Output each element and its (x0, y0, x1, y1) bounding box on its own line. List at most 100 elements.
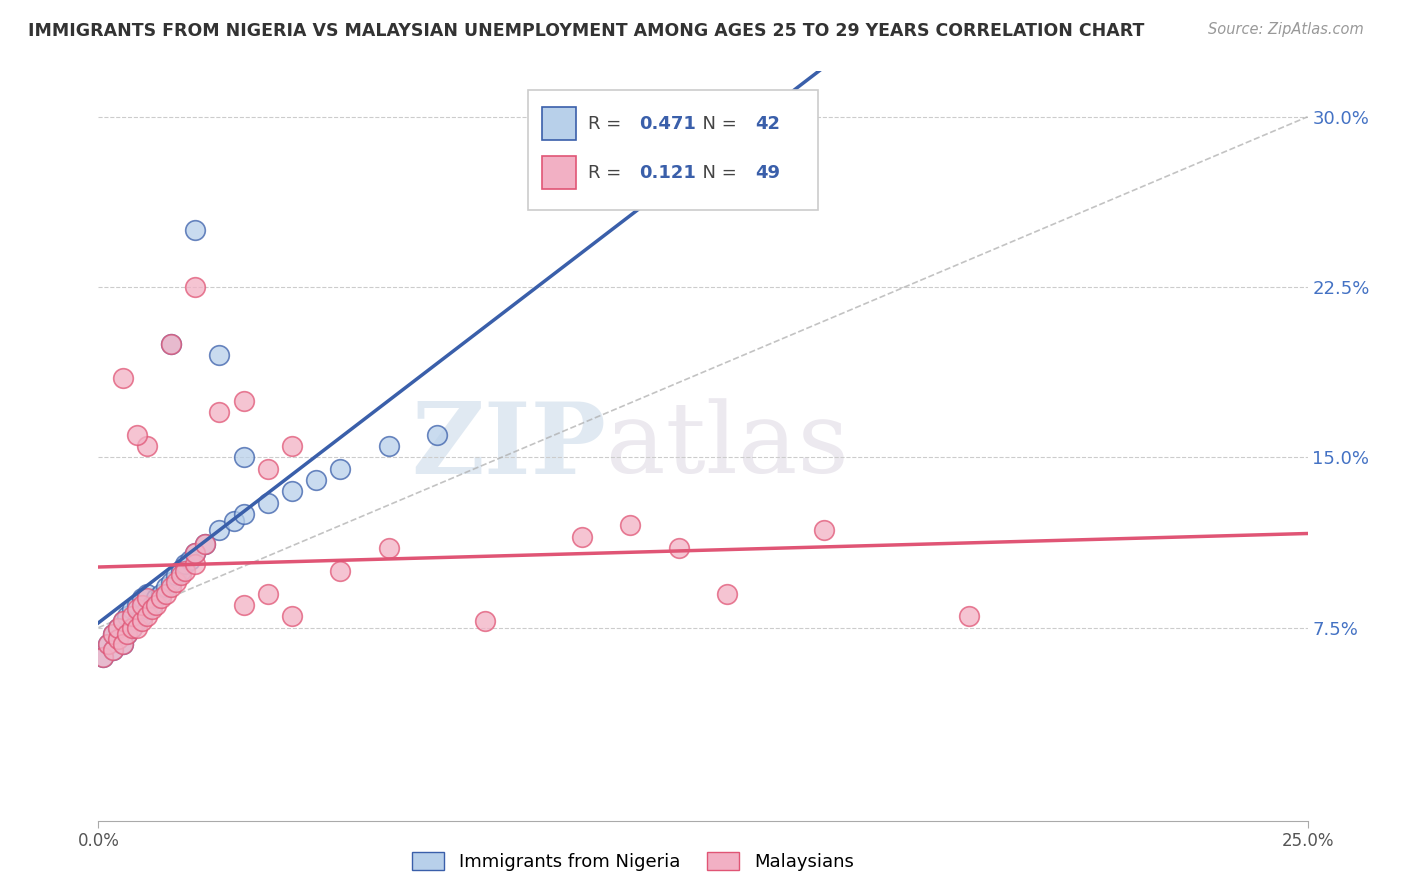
Point (329, 461, 352, 475)
Point (127, 602, 149, 616)
Point (305, 473, 328, 487)
Point (184, 280, 207, 294)
Point (117, 609, 139, 624)
Point (141, 598, 163, 612)
Point (145, 591, 167, 606)
Point (232, 507, 254, 521)
Point (165, 568, 187, 582)
Point (111, 636, 134, 650)
Point (160, 336, 183, 351)
Point (121, 621, 143, 635)
Point (222, 514, 245, 528)
FancyBboxPatch shape (543, 156, 576, 189)
Point (619, 518, 641, 533)
Point (329, 564, 352, 578)
Point (256, 496, 278, 510)
Point (184, 557, 207, 571)
Point (716, 586, 738, 600)
Point (184, 223, 207, 237)
Text: ZIP: ZIP (412, 398, 606, 494)
Text: R =: R = (588, 115, 627, 133)
Point (150, 586, 173, 600)
Point (957, 609, 980, 624)
Point (668, 541, 690, 556)
Point (377, 541, 399, 556)
Text: R =: R = (588, 163, 627, 181)
Point (208, 523, 231, 537)
Point (97, 636, 120, 650)
Point (117, 627, 139, 641)
Point (150, 591, 173, 606)
Point (135, 586, 157, 600)
Point (121, 621, 143, 635)
FancyBboxPatch shape (543, 107, 576, 140)
Point (131, 614, 153, 628)
Text: Source: ZipAtlas.com: Source: ZipAtlas.com (1208, 22, 1364, 37)
Point (107, 632, 129, 646)
Point (174, 564, 197, 578)
Point (281, 484, 304, 499)
Point (160, 336, 183, 351)
Point (160, 580, 183, 594)
Point (107, 621, 129, 635)
Point (127, 427, 149, 442)
Text: 0.121: 0.121 (638, 163, 696, 181)
Text: 49: 49 (755, 163, 780, 181)
Legend: Immigrants from Nigeria, Malaysians: Immigrants from Nigeria, Malaysians (405, 845, 860, 879)
Text: N =: N = (690, 163, 742, 181)
Point (571, 530, 593, 544)
Point (160, 575, 183, 590)
Point (111, 371, 134, 385)
Point (135, 591, 157, 606)
Text: N =: N = (690, 115, 742, 133)
Point (169, 564, 191, 578)
Point (155, 580, 177, 594)
Point (232, 393, 254, 408)
Point (101, 627, 124, 641)
Point (111, 636, 134, 650)
Point (135, 609, 157, 624)
Point (256, 461, 278, 475)
Point (194, 536, 217, 550)
Point (179, 552, 201, 566)
Point (174, 557, 197, 571)
Point (232, 598, 254, 612)
Text: IMMIGRANTS FROM NIGERIA VS MALAYSIAN UNEMPLOYMENT AMONG AGES 25 TO 29 YEARS CORR: IMMIGRANTS FROM NIGERIA VS MALAYSIAN UNE… (28, 22, 1144, 40)
Point (101, 643, 124, 657)
Point (127, 614, 149, 628)
Point (256, 586, 278, 600)
Point (135, 439, 157, 453)
Point (117, 627, 139, 641)
Point (813, 523, 835, 537)
Point (127, 598, 149, 612)
Point (131, 609, 153, 624)
Point (107, 621, 129, 635)
Text: 42: 42 (755, 115, 780, 133)
Text: 0.471: 0.471 (638, 115, 696, 133)
Point (127, 621, 149, 635)
Point (135, 602, 157, 616)
Point (131, 591, 153, 606)
Point (141, 602, 163, 616)
Point (91, 650, 114, 665)
Point (281, 439, 304, 453)
Point (184, 546, 207, 560)
Point (97, 636, 120, 650)
Point (131, 598, 153, 612)
Point (194, 536, 217, 550)
Text: atlas: atlas (606, 398, 849, 494)
Point (155, 586, 177, 600)
Point (121, 602, 143, 616)
Point (111, 614, 134, 628)
Point (101, 627, 124, 641)
Point (184, 546, 207, 560)
Point (377, 439, 399, 453)
Point (111, 614, 134, 628)
Point (91, 650, 114, 665)
Point (474, 614, 496, 628)
FancyBboxPatch shape (527, 90, 818, 210)
Point (232, 450, 254, 465)
Point (121, 609, 143, 624)
Point (101, 643, 124, 657)
Point (169, 568, 191, 582)
